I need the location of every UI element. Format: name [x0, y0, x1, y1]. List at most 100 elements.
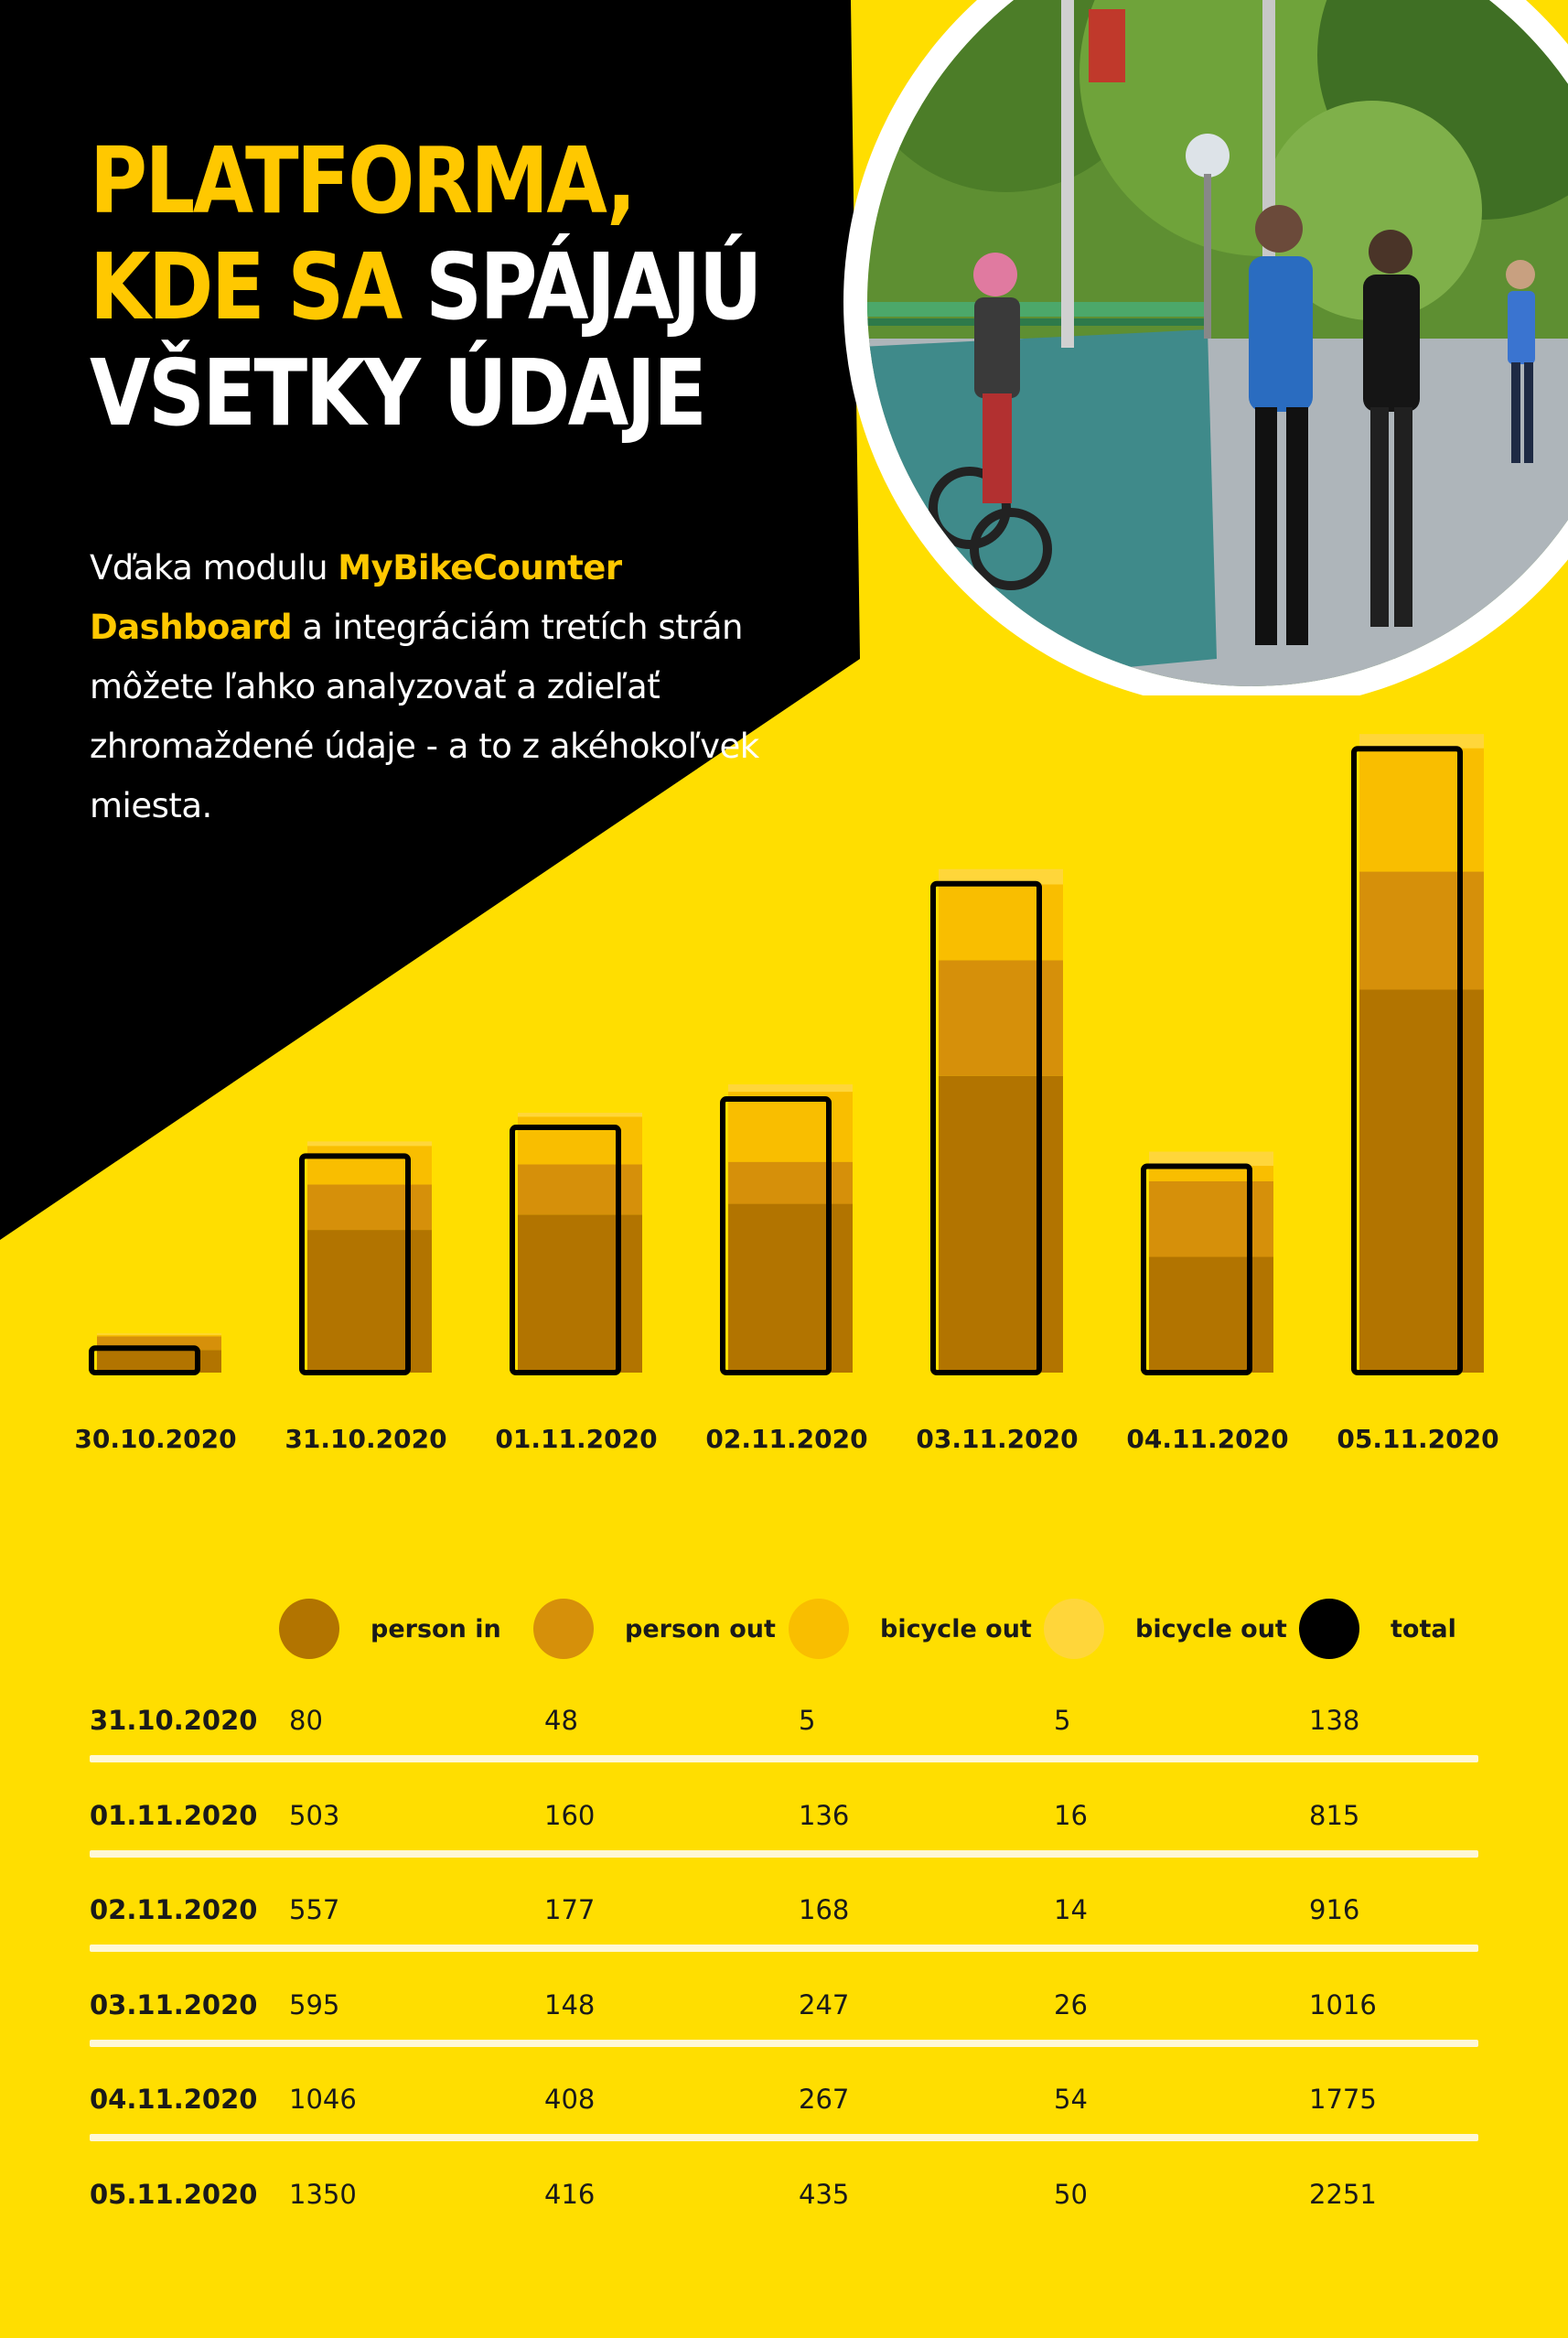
- bar-segment: [1149, 1151, 1273, 1167]
- x-tick-label: 03.11.2020: [916, 1424, 1078, 1454]
- bar-segment: [1359, 989, 1484, 1373]
- table-cell: 14: [1054, 1894, 1088, 1925]
- bar-segment: [728, 1092, 853, 1162]
- intro-highlight: MyBikeCounter Dashboard: [90, 548, 622, 647]
- table-cell: 5: [799, 1705, 816, 1736]
- runner: [1506, 260, 1535, 463]
- headline-line2-part2: SPÁJAJÚ: [425, 233, 763, 340]
- row-date: 31.10.2020: [90, 1705, 258, 1736]
- table-cell: 16: [1054, 1799, 1088, 1831]
- row-date: 02.11.2020: [90, 1894, 258, 1925]
- table-cell: 138: [1309, 1705, 1360, 1736]
- table-cell: 1775: [1309, 2084, 1377, 2115]
- row-date: 04.11.2020: [90, 2084, 258, 2115]
- intro-after: a integráciám tretích strán môžete ľahko…: [90, 608, 759, 825]
- table-cell: 136: [799, 1799, 850, 1831]
- bar-segment: [1359, 871, 1484, 990]
- table-cell: 267: [799, 2084, 850, 2115]
- bar-segment: [518, 1164, 642, 1215]
- legend-item: person out: [533, 1588, 776, 1670]
- total-bar-outline: [1141, 1163, 1252, 1376]
- bar-segment: [728, 1084, 853, 1093]
- x-tick-label: 04.11.2020: [1126, 1424, 1288, 1454]
- street-photo: [843, 0, 1568, 695]
- bar-segment: [939, 868, 1063, 885]
- table-cell: 50: [1054, 2178, 1088, 2210]
- bar-segment: [97, 1334, 221, 1337]
- legend-item: total: [1299, 1588, 1456, 1670]
- row-divider: [90, 1945, 1478, 1952]
- bar-segment: [307, 1141, 432, 1147]
- table-cell: 2251: [1309, 2178, 1377, 2210]
- table-cell: 557: [289, 1894, 340, 1925]
- x-tick-label: 30.10.2020: [74, 1424, 236, 1454]
- table-row: 01.11.2020 503 160 136 16 815: [90, 1781, 1478, 1876]
- table-row: 02.11.2020 557 177 168 14 916: [90, 1875, 1478, 1970]
- bar-segment: [728, 1161, 853, 1204]
- row-divider: [90, 1755, 1478, 1762]
- row-date: 01.11.2020: [90, 1799, 258, 1831]
- legend-swatch: [279, 1599, 339, 1659]
- table-cell: 416: [544, 2178, 596, 2210]
- headline: PLATFORMA, KDE SA SPÁJAJÚ VŠETKY ÚDAJE: [90, 127, 763, 447]
- data-table: 31.10.2020 80 48 5 5 138 01.11.2020 503 160 136 16…: [90, 1686, 1478, 2254]
- table-cell: 48: [544, 1705, 578, 1736]
- cyclist: [929, 253, 1052, 590]
- legend-swatch: [1299, 1599, 1359, 1659]
- table-cell: 435: [799, 2178, 850, 2210]
- table-row: 03.11.2020 595 148 247 26 1016: [90, 1970, 1478, 2065]
- table-cell: 1046: [289, 2084, 357, 2115]
- x-tick-label: 02.11.2020: [705, 1424, 867, 1454]
- total-bar-outline: [299, 1153, 411, 1375]
- total-bar-outline: [89, 1345, 200, 1375]
- table-cell: 168: [799, 1894, 850, 1925]
- legend-swatch: [1044, 1599, 1104, 1659]
- table-cell: 503: [289, 1799, 340, 1831]
- x-tick-label: 31.10.2020: [285, 1424, 446, 1454]
- bar-segment: [728, 1203, 853, 1373]
- total-bar-outline: [720, 1096, 832, 1375]
- x-tick-label: 01.11.2020: [495, 1424, 657, 1454]
- table-cell: 595: [289, 1988, 340, 2020]
- table-cell: 148: [544, 1988, 596, 2020]
- bar-segment: [1359, 734, 1484, 749]
- table-row: 05.11.2020 1350 416 435 50 2251: [90, 2160, 1478, 2255]
- table-cell: 408: [544, 2084, 596, 2115]
- row-date: 05.11.2020: [90, 2178, 258, 2210]
- legend-swatch: [533, 1599, 594, 1659]
- legend-label: bicycle out: [880, 1614, 1032, 1643]
- headline-line1: PLATFORMA,: [90, 127, 637, 234]
- legend-item: bicycle out: [789, 1588, 1032, 1670]
- legend-item: person in: [279, 1588, 501, 1670]
- bar-segment: [1149, 1256, 1273, 1373]
- row-divider: [90, 1849, 1478, 1858]
- table-cell: 247: [799, 1988, 850, 2020]
- bar-segment: [307, 1184, 432, 1231]
- legend-item: bicycle out: [1044, 1588, 1287, 1670]
- bar-segment: [518, 1116, 642, 1165]
- table-cell: 815: [1309, 1799, 1360, 1831]
- table-row: 31.10.2020 80 48 5 5 138: [90, 1686, 1478, 1781]
- row-divider: [90, 2134, 1478, 2141]
- bar-segment: [1149, 1180, 1273, 1257]
- table-cell: 26: [1054, 1988, 1088, 2020]
- bar-segment: [939, 1075, 1063, 1373]
- intro-before: Vďaka modulu: [90, 548, 338, 587]
- table-cell: 177: [544, 1894, 596, 1925]
- intro-paragraph: Vďaka modulu MyBikeCounter Dashboard a i…: [90, 538, 785, 835]
- bar-segment: [518, 1113, 642, 1117]
- row-divider: [90, 2039, 1478, 2047]
- bar-segment: [939, 884, 1063, 961]
- black-diagonal-panel: [0, 0, 860, 1240]
- legend-label: person out: [625, 1614, 776, 1643]
- legend-swatch: [789, 1599, 849, 1659]
- table-row: 04.11.2020 1046 408 267 54 1775: [90, 2064, 1478, 2160]
- headline-line3: VŠETKY ÚDAJE: [90, 339, 707, 447]
- table-cell: 5: [1054, 1705, 1071, 1736]
- bar-segment: [307, 1230, 432, 1373]
- total-bar-outline: [1351, 746, 1463, 1375]
- bar-segment: [307, 1146, 432, 1185]
- woman-walking: [1363, 230, 1420, 627]
- legend-label: total: [1391, 1614, 1456, 1643]
- table-cell: 1350: [289, 2178, 357, 2210]
